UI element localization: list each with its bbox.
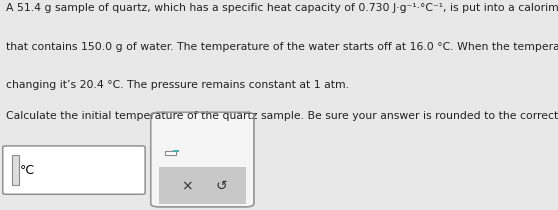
- Text: changing it’s 20.4 °C. The pressure remains constant at 1 atm.: changing it’s 20.4 °C. The pressure rema…: [6, 80, 349, 90]
- Text: Calculate the initial temperature of the quartz sample. Be sure your answer is r: Calculate the initial temperature of the…: [6, 111, 558, 121]
- FancyBboxPatch shape: [12, 155, 19, 185]
- FancyBboxPatch shape: [151, 112, 254, 207]
- Text: ↺: ↺: [215, 179, 227, 193]
- Text: ×: ×: [181, 179, 193, 193]
- FancyBboxPatch shape: [165, 151, 176, 155]
- Text: A 51.4 g sample of quartz, which has a specific heat capacity of 0.730 J·g⁻¹·°C⁻: A 51.4 g sample of quartz, which has a s…: [6, 3, 558, 13]
- FancyBboxPatch shape: [173, 150, 179, 152]
- FancyBboxPatch shape: [3, 146, 145, 194]
- Text: that contains 150.0 g of water. The temperature of the water starts off at 16.0 : that contains 150.0 g of water. The temp…: [6, 42, 558, 52]
- Text: °C: °C: [20, 164, 35, 177]
- Bar: [159, 167, 246, 204]
